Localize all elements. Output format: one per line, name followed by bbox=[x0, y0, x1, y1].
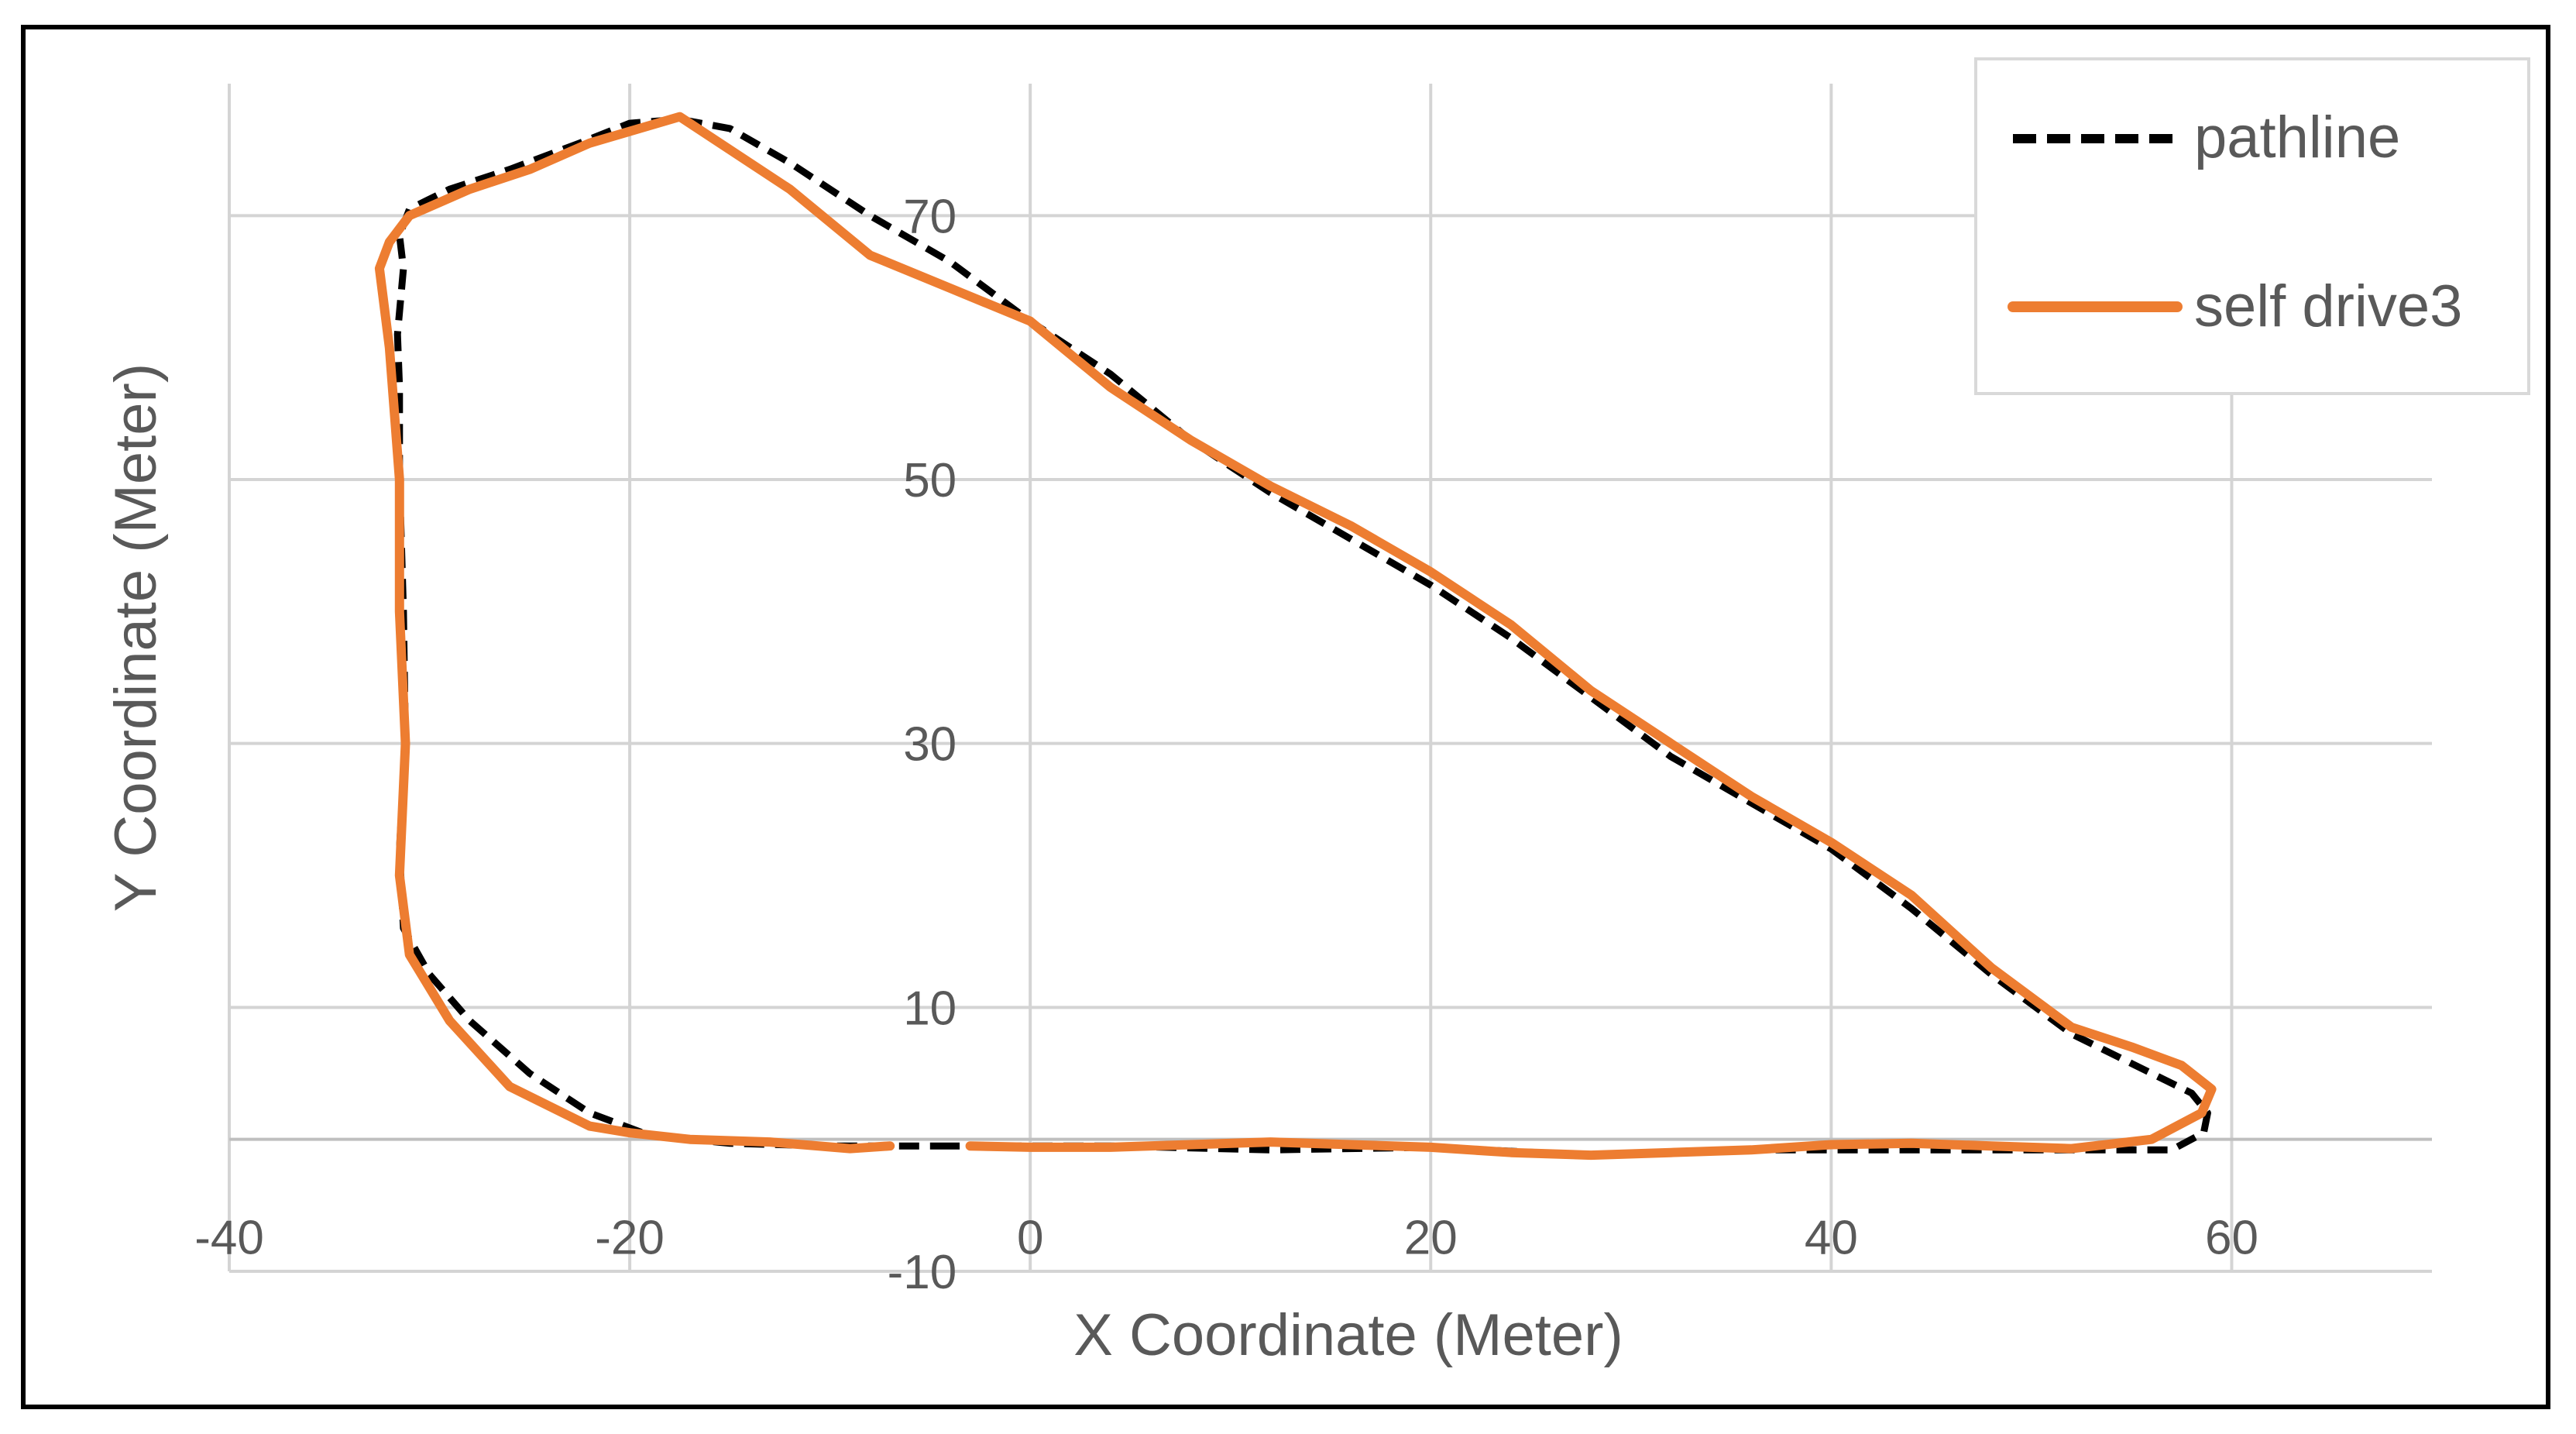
x-tick-label: 60 bbox=[2205, 1212, 2258, 1265]
x-tick-label: -40 bbox=[194, 1212, 264, 1265]
series-line-pathline bbox=[393, 115, 2211, 1159]
legend: pathline self drive3 bbox=[1974, 57, 2530, 395]
y-axis-title: Y Coordinate (Meter) bbox=[103, 363, 169, 912]
x-tick-label: 0 bbox=[1017, 1212, 1043, 1265]
x-tick-label: 40 bbox=[1805, 1212, 1858, 1265]
tick-labels: -40 -20 0 20 40 60 -10 10 30 50 70 bbox=[194, 190, 2258, 1299]
chart-svg: -40 -20 0 20 40 60 -10 10 30 50 70 X Coordinate (M… bbox=[103, 57, 2530, 1368]
legend-label-self-drive3: self drive3 bbox=[2194, 273, 2462, 339]
y-tick-label: -10 bbox=[888, 1246, 957, 1299]
series-line-self-drive3 bbox=[374, 112, 2217, 1161]
x-tick-label: 20 bbox=[1404, 1212, 1458, 1265]
chart-frame: -40 -20 0 20 40 60 -10 10 30 50 70 X Coordinate (M… bbox=[21, 25, 2550, 1409]
legend-box bbox=[1974, 57, 2530, 395]
legend-label-pathline: pathline bbox=[2194, 105, 2400, 170]
y-tick-label: 30 bbox=[903, 718, 957, 772]
y-tick-label: 10 bbox=[903, 982, 957, 1035]
x-axis-title: X Coordinate (Meter) bbox=[1073, 1302, 1623, 1368]
y-tick-label: 50 bbox=[903, 454, 957, 507]
series-layer bbox=[374, 112, 2217, 1161]
y-tick-label: 70 bbox=[903, 190, 957, 243]
x-tick-label: -20 bbox=[595, 1212, 665, 1265]
